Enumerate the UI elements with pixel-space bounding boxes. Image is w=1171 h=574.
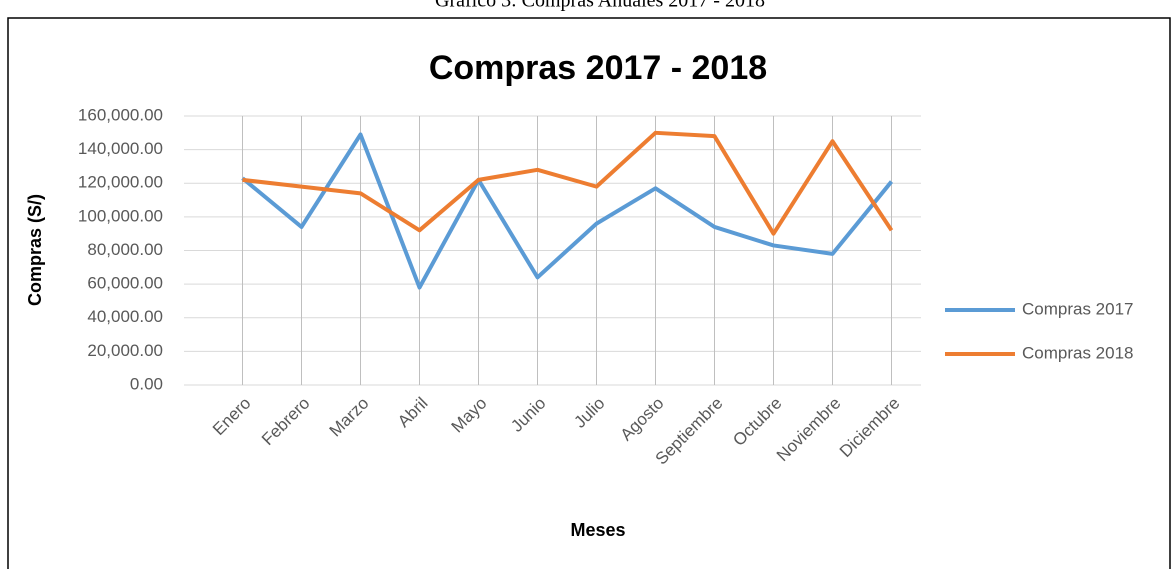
x-tick-label: Abril bbox=[394, 394, 431, 431]
caption: Gráfico 3: Compras Anuales 2017 - 2018 bbox=[435, 0, 765, 12]
legend-label: Compras 2018 bbox=[1022, 343, 1134, 362]
x-tick-label: Febrero bbox=[258, 394, 314, 450]
y-tick-label: 160,000.00 bbox=[78, 105, 163, 124]
chart-title: Compras 2017 - 2018 bbox=[429, 49, 767, 87]
y-tick-label: 40,000.00 bbox=[87, 307, 163, 326]
x-tick-label: Mayo bbox=[448, 394, 491, 437]
series-line bbox=[242, 130, 894, 236]
y-tick-label: 80,000.00 bbox=[87, 240, 163, 259]
legend-label: Compras 2017 bbox=[1022, 299, 1134, 318]
series-line bbox=[241, 132, 894, 290]
y-tick-label: 120,000.00 bbox=[78, 173, 163, 192]
x-axis-label: Meses bbox=[570, 520, 625, 540]
chart-border bbox=[7, 17, 1171, 574]
y-tick-label: 60,000.00 bbox=[87, 274, 163, 293]
x-tick-label: Marzo bbox=[326, 394, 373, 441]
y-tick-label: 140,000.00 bbox=[78, 139, 163, 158]
x-tick-label: Agosto bbox=[617, 394, 668, 445]
y-tick-label: 100,000.00 bbox=[78, 206, 163, 225]
y-axis-label: Compras (S/) bbox=[25, 194, 45, 306]
x-tick-label: Octubre bbox=[729, 394, 785, 450]
y-tick-label: 20,000.00 bbox=[87, 341, 163, 360]
x-tick-label: Noviembre bbox=[773, 394, 845, 466]
x-tick-label: Enero bbox=[209, 394, 255, 440]
x-tick-label: Diciembre bbox=[836, 394, 904, 462]
y-tick-label: 0.00 bbox=[130, 374, 163, 393]
x-tick-label: Julio bbox=[570, 394, 608, 432]
x-tick-label: Junio bbox=[507, 394, 549, 436]
